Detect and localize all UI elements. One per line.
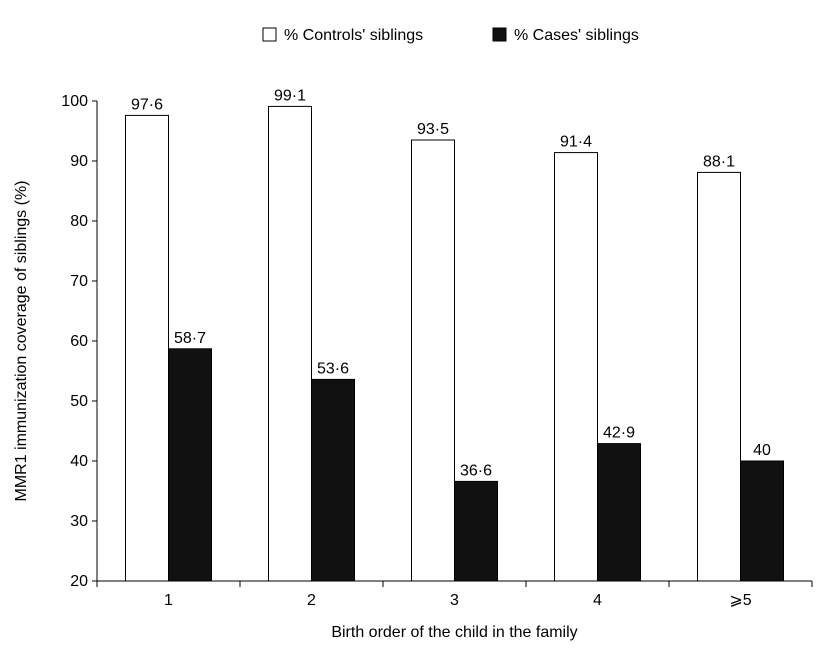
y-tick-label: 20 <box>70 573 88 590</box>
data-label-controls: 99·1 <box>274 87 306 104</box>
bar-cases <box>597 443 641 582</box>
data-label-controls: 88·1 <box>703 153 735 170</box>
data-label-cases: 53·6 <box>317 360 349 377</box>
bar-controls <box>268 105 312 582</box>
y-tick-label: 60 <box>70 333 88 350</box>
y-tick-label: 50 <box>70 393 88 410</box>
legend-swatch-controls <box>262 27 277 42</box>
x-tick-label: 4 <box>593 592 602 609</box>
y-tick-label: 30 <box>70 513 88 530</box>
data-label-cases: 40 <box>753 442 771 459</box>
x-tick-label: 1 <box>164 592 173 609</box>
y-tick-label: 80 <box>70 213 88 230</box>
data-label-cases: 42·9 <box>603 425 635 442</box>
bar-controls <box>411 139 455 582</box>
x-tick-label: ⩾5 <box>729 592 751 609</box>
y-tick-label: 90 <box>70 153 88 170</box>
legend-swatch-cases <box>492 27 507 42</box>
bar-cases <box>168 348 212 582</box>
x-axis-title: Birth order of the child in the family <box>331 624 577 641</box>
bar-controls <box>697 171 741 582</box>
y-axis-title: MMR1 immunization coverage of siblings (… <box>13 181 30 502</box>
data-label-cases: 58·7 <box>174 330 206 347</box>
bar-cases <box>740 460 784 582</box>
legend-label-cases: % Cases' siblings <box>514 27 639 44</box>
x-tick-label: 3 <box>450 592 459 609</box>
bar-cases <box>311 378 355 582</box>
bar-cases <box>454 480 498 582</box>
bar-controls <box>554 152 598 582</box>
x-tick-label: 2 <box>307 592 316 609</box>
legend: % Controls' siblings % Cases' siblings <box>262 27 639 44</box>
y-tick-label: 70 <box>70 273 88 290</box>
plot-area: 20 30 40 50 60 70 80 90 100 1 2 3 4 ⩾5 97·6 99·1 93·5 91·… <box>61 87 813 609</box>
data-label-cases: 36·6 <box>460 462 492 479</box>
y-tick-label: 100 <box>61 93 88 110</box>
y-tick-label: 40 <box>70 453 88 470</box>
bar-controls <box>125 114 169 582</box>
data-label-controls: 91·4 <box>560 134 592 151</box>
legend-label-controls: % Controls' siblings <box>284 27 423 44</box>
data-label-controls: 97·6 <box>131 96 163 113</box>
data-label-controls: 93·5 <box>417 121 449 138</box>
